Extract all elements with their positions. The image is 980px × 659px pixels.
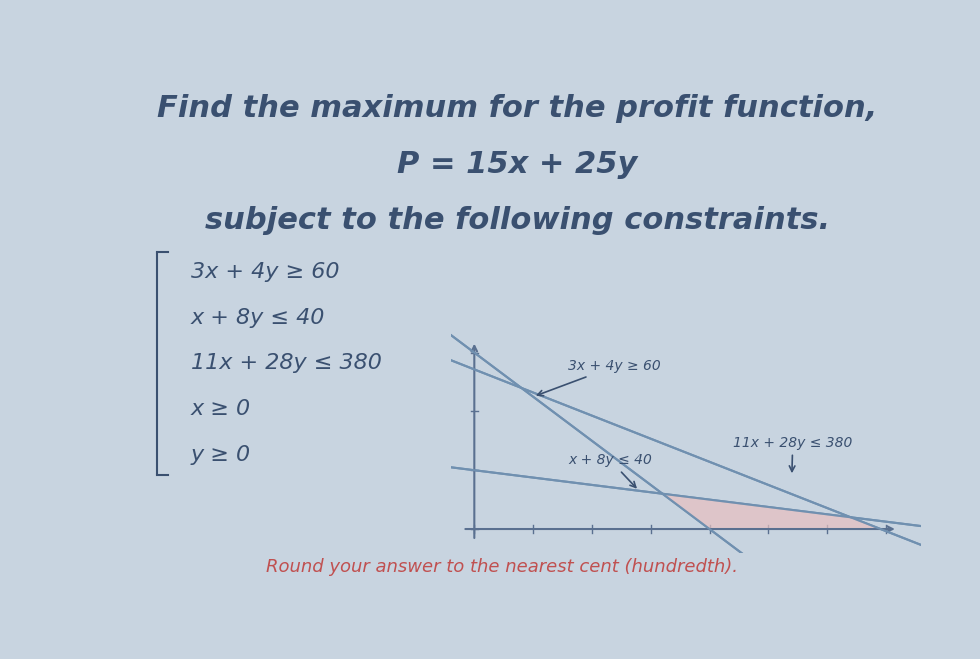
Text: x ≥ 0: x ≥ 0 [191,399,251,419]
Text: Round your answer to the nearest cent (hundredth).: Round your answer to the nearest cent (h… [267,558,738,577]
Text: P = 15x + 25y: P = 15x + 25y [397,150,638,179]
Text: 11x + 28y ≤ 380: 11x + 28y ≤ 380 [191,353,382,373]
Text: x + 8y ≤ 40: x + 8y ≤ 40 [191,308,325,328]
Polygon shape [662,494,881,529]
Text: subject to the following constraints.: subject to the following constraints. [205,206,830,235]
Text: y ≥ 0: y ≥ 0 [191,445,251,465]
Text: 3x + 4y ≥ 60: 3x + 4y ≥ 60 [537,359,662,396]
Text: 3x + 4y ≥ 60: 3x + 4y ≥ 60 [191,262,339,282]
Text: x + 8y ≤ 40: x + 8y ≤ 40 [568,453,653,488]
Text: Find the maximum for the profit function,: Find the maximum for the profit function… [157,94,878,123]
Text: 11x + 28y ≤ 380: 11x + 28y ≤ 380 [733,436,853,471]
